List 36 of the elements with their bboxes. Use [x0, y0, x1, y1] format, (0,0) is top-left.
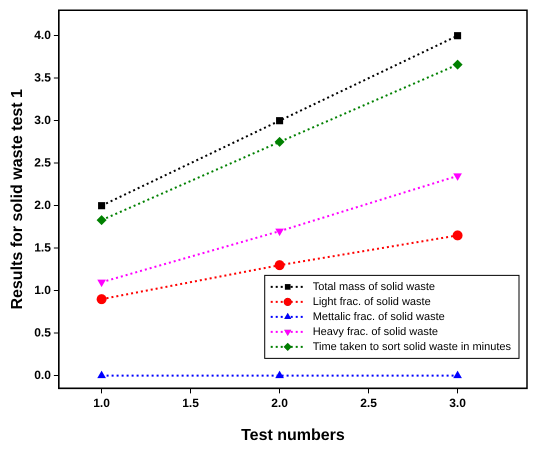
y-tick-label: 2.0	[34, 198, 52, 212]
y-tick-label: 3.0	[34, 113, 52, 127]
point	[96, 215, 107, 226]
y-tick-label: 0.5	[34, 325, 52, 340]
point	[274, 136, 285, 147]
x-tick-label: 1.5	[182, 396, 200, 410]
point	[97, 280, 106, 288]
point	[274, 260, 285, 270]
point	[453, 173, 462, 181]
x-tick-label: 2.0	[271, 396, 288, 410]
point	[454, 32, 462, 40]
legend-label: Total mass of solid waste	[312, 280, 435, 293]
point	[276, 117, 284, 124]
x-tick-label: 2.5	[360, 396, 378, 410]
point	[452, 60, 463, 70]
y-tick-label: 3.5	[34, 70, 52, 85]
x-axis-title: Test numbers	[241, 426, 345, 444]
legend-label: Light frac. of solid waste	[312, 296, 431, 308]
y-tick-label: 4.0	[34, 28, 52, 42]
point	[97, 370, 106, 378]
x-tick-label: 1.0	[93, 396, 110, 410]
point	[275, 370, 284, 378]
legend-label: Time taken to sort solid waste in minutes	[312, 340, 512, 353]
point	[452, 230, 463, 240]
x-tick-label: 3.0	[449, 396, 466, 410]
y-tick-label: 2.5	[34, 155, 52, 170]
point	[98, 202, 106, 210]
legend-label: Mettalic frac. of solid waste	[312, 310, 445, 323]
point	[96, 294, 107, 304]
y-tick-label: 1.0	[34, 282, 52, 297]
point	[453, 370, 462, 378]
y-tick-label: 1.5	[34, 240, 52, 254]
y-tick-label: 0.0	[34, 368, 52, 382]
y-axis-title: Results for solid waste test 1	[9, 88, 26, 310]
point	[275, 228, 284, 236]
legend-label: Heavy frac. of solid waste	[312, 326, 438, 338]
